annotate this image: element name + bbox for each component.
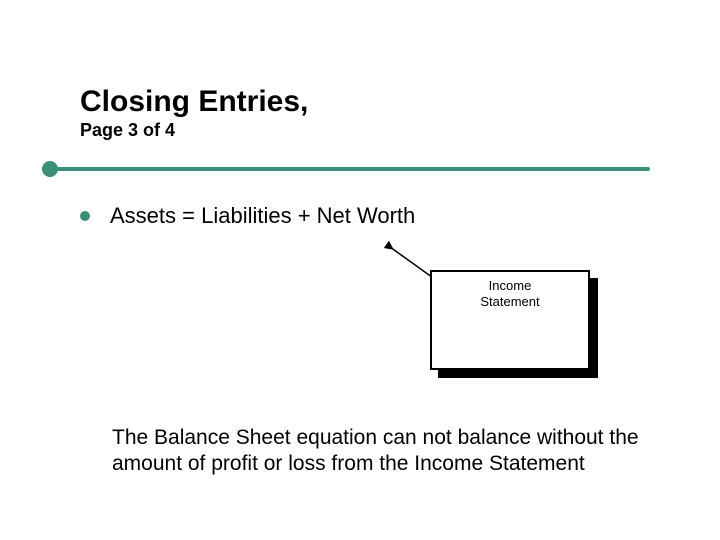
- bottom-text: The Balance Sheet equation can not balan…: [112, 425, 650, 478]
- bullet-row: Assets = Liabilities + Net Worth: [80, 203, 640, 229]
- title-main: Closing Entries,: [80, 85, 640, 118]
- box-label-line1: Income: [489, 278, 532, 293]
- slide: Closing Entries, Page 3 of 4 Assets = Li…: [0, 0, 720, 540]
- income-statement-box: Income Statement: [430, 270, 605, 380]
- title-rule: [80, 163, 640, 175]
- box-label: Income Statement: [432, 272, 588, 309]
- slide-title: Closing Entries, Page 3 of 4: [80, 85, 640, 141]
- box-main: Income Statement: [430, 270, 590, 370]
- title-sub: Page 3 of 4: [80, 120, 640, 141]
- bullet-text: Assets = Liabilities + Net Worth: [110, 203, 415, 229]
- box-label-line2: Statement: [480, 294, 539, 309]
- bullet-dot-icon: [80, 211, 90, 221]
- rule-line: [56, 167, 650, 171]
